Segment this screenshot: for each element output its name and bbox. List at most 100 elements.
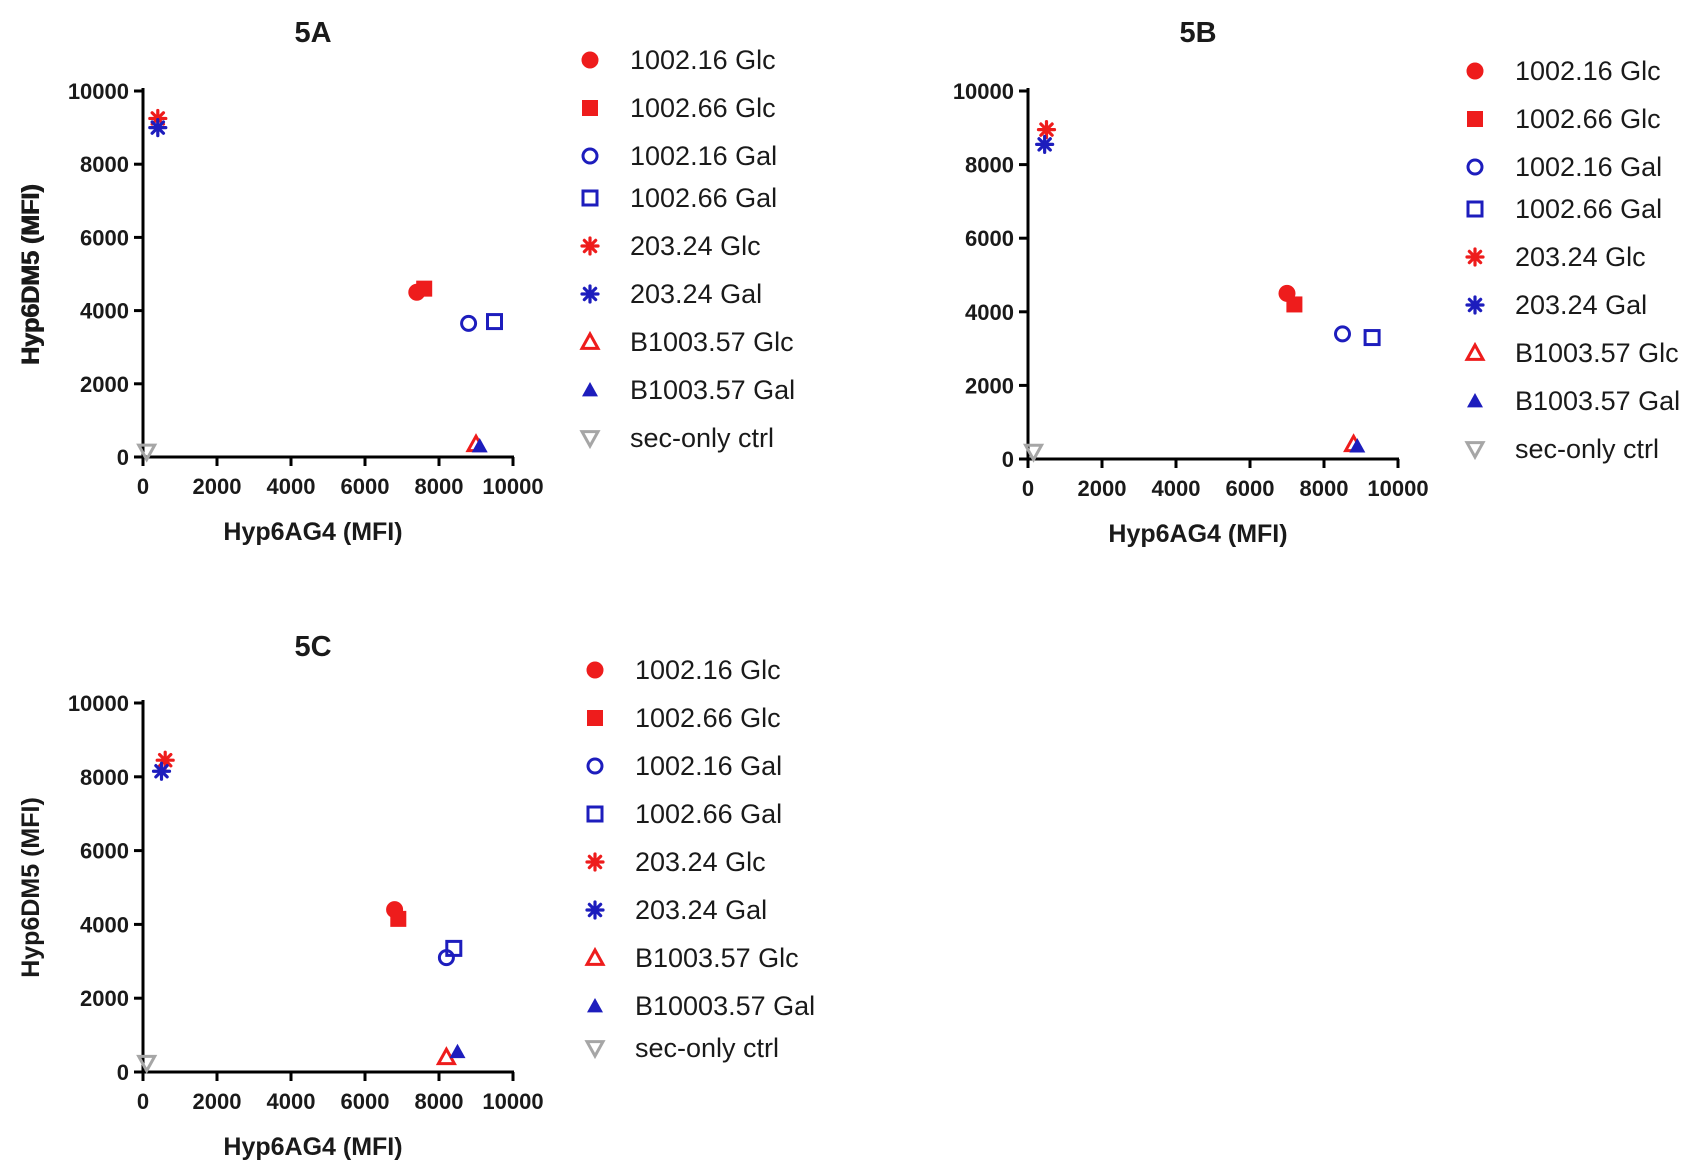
legend-marker-b1003-57-gal xyxy=(1467,393,1483,408)
legend-label-1002-16-glc: 1002.16 Glc xyxy=(635,655,781,685)
legend-label-sec-only-ctrl: sec-only ctrl xyxy=(1515,434,1659,464)
data-point-203-24-gal xyxy=(148,117,168,138)
legend-marker-1002-16-gal xyxy=(581,147,599,165)
x-tick-label: 8000 xyxy=(1300,476,1349,501)
legend-label-1002-66-gal: 1002.66 Gal xyxy=(630,183,777,213)
data-point-1002-66-glc xyxy=(1286,296,1303,313)
legend-label-1002-16-glc: 1002.16 Glc xyxy=(1515,56,1661,86)
legend-marker-b1003-57-glc xyxy=(1464,341,1486,361)
legend-marker-b1003-57-glc xyxy=(584,946,606,966)
y-tick-label: 8000 xyxy=(80,765,129,790)
legend: 1002.16 Glc 1002.66 Glc 1002.16 Gal 1002.66… xyxy=(584,655,815,1063)
legend-marker-203-24-glc xyxy=(1465,247,1485,267)
legend-label-b10003-57-gal: B10003.57 Gal xyxy=(635,991,815,1021)
legend-marker-203-24-glc xyxy=(585,852,605,872)
legend-label-b1003-57-glc: B1003.57 Glc xyxy=(635,943,799,973)
y-tick-label: 4000 xyxy=(80,299,129,324)
legend-label-b1003-57-glc: B1003.57 Glc xyxy=(1515,338,1679,368)
legend-marker-sec-only-ctrl xyxy=(579,430,601,450)
legend-marker-1002-66-gal xyxy=(586,805,604,823)
data-point-b1003-57-glc xyxy=(435,1046,457,1066)
legend-marker-1002-16-gal xyxy=(586,757,604,775)
x-tick-label: 8000 xyxy=(415,474,464,499)
chart-title: 5B xyxy=(1179,17,1216,49)
legend-label-1002-66-gal: 1002.66 Gal xyxy=(635,799,782,829)
x-tick-label: 2000 xyxy=(1078,476,1127,501)
y-tick-label: 0 xyxy=(117,1060,129,1085)
legend-label-203-24-glc: 203.24 Glc xyxy=(630,231,761,261)
y-tick-label: 10000 xyxy=(68,79,129,104)
y-tick-label: 2000 xyxy=(80,986,129,1011)
x-axis-label: Hyp6AG4 (MFI) xyxy=(1108,520,1287,548)
y-tick-label: 6000 xyxy=(965,226,1014,251)
y-tick-label: 4000 xyxy=(80,912,129,937)
data-point-1002-66-gal xyxy=(445,939,463,957)
data-point-sec-only-ctrl xyxy=(136,443,158,463)
legend-marker-1002-16-gal xyxy=(1466,158,1484,176)
legend-marker-1002-66-gal xyxy=(581,189,599,207)
x-tick-label: 0 xyxy=(137,1089,149,1114)
legend-label-sec-only-ctrl: sec-only ctrl xyxy=(635,1033,779,1063)
legend-label-1002-16-gal: 1002.16 Gal xyxy=(1515,152,1662,182)
x-tick-label: 0 xyxy=(137,474,149,499)
legend-marker-1002-66-glc xyxy=(587,710,603,726)
chart-panel-5c: 5C 0 2000 4000 6000 8000 10000 0 2000 4000 6000 800… xyxy=(17,631,815,1161)
y-axis-label: Hyp6DM5 (MFI) xyxy=(17,185,45,366)
x-tick-label: 10000 xyxy=(482,474,543,499)
y-tick-label: 2000 xyxy=(80,372,129,397)
y-tick-label: 6000 xyxy=(80,225,129,250)
x-tick-label: 4000 xyxy=(267,474,316,499)
chart-panel-5b: 5B 0 2000 4000 6000 8000 10000 0 2000 4000 6000 800… xyxy=(17,17,1680,548)
data-point-1002-66-gal xyxy=(1363,329,1381,347)
y-axis-label: Hyp6DM5 (MFI) xyxy=(17,797,45,978)
legend-marker-1002-66-glc xyxy=(582,100,598,116)
x-tick-label: 10000 xyxy=(1367,476,1428,501)
x-tick-label: 8000 xyxy=(415,1089,464,1114)
legend-marker-b1003-57-glc xyxy=(579,330,601,350)
y-tick-label: 8000 xyxy=(965,153,1014,178)
legend-marker-b1003-57-gal xyxy=(582,382,598,397)
data-point-1002-66-glc xyxy=(390,910,407,927)
legend-label-203-24-gal: 203.24 Gal xyxy=(630,279,762,309)
legend-marker-203-24-gal xyxy=(580,284,600,304)
legend-marker-203-24-gal xyxy=(585,900,605,920)
x-tick-label: 2000 xyxy=(193,474,242,499)
data-point-203-24-gal xyxy=(1035,134,1055,154)
x-tick-label: 0 xyxy=(1022,476,1034,501)
legend-marker-sec-only-ctrl xyxy=(584,1040,606,1060)
legend-marker-1002-16-glc xyxy=(586,661,604,679)
x-tick-label: 4000 xyxy=(1152,476,1201,501)
legend-marker-203-24-gal xyxy=(1465,295,1485,315)
legend-label-1002-66-gal: 1002.66 Gal xyxy=(1515,194,1662,224)
legend-marker-1002-66-glc xyxy=(1467,111,1483,127)
legend-label-203-24-glc: 203.24 Glc xyxy=(635,847,766,877)
y-tick-label: 0 xyxy=(1002,447,1014,472)
x-axis-label: Hyp6AG4 (MFI) xyxy=(223,1133,402,1161)
legend-label-203-24-gal: 203.24 Gal xyxy=(1515,290,1647,320)
x-tick-label: 6000 xyxy=(1226,476,1275,501)
x-tick-label: 2000 xyxy=(193,1089,242,1114)
legend-label-sec-only-ctrl: sec-only ctrl xyxy=(630,423,774,453)
chart-panel-5a: 5A 0 2000 4000 6000 8000 10000 0 2000 4000 6000 800… xyxy=(17,17,795,546)
data-point-sec-only-ctrl xyxy=(136,1054,158,1074)
y-tick-label: 0 xyxy=(117,445,129,470)
data-point-b1003-57-gal xyxy=(1349,438,1366,453)
legend-marker-1002-16-glc xyxy=(581,51,599,69)
y-tick-label: 6000 xyxy=(80,839,129,864)
legend-label-1002-66-glc: 1002.66 Glc xyxy=(635,703,781,733)
legend: 1002.16 Glc 1002.66 Glc 1002.16 Gal 1002.66… xyxy=(579,45,795,453)
y-tick-label: 8000 xyxy=(80,152,129,177)
x-tick-label: 6000 xyxy=(341,1089,390,1114)
legend-marker-1002-66-gal xyxy=(1466,200,1484,218)
chart-title: 5A xyxy=(294,17,331,49)
legend-marker-203-24-glc xyxy=(580,236,600,256)
data-point-203-24-glc xyxy=(1036,120,1057,140)
legend-label-1002-16-gal: 1002.16 Gal xyxy=(635,751,782,781)
legend-marker-sec-only-ctrl xyxy=(1464,441,1486,461)
y-tick-label: 10000 xyxy=(68,691,129,716)
legend-marker-b10003-57-gal xyxy=(587,998,603,1013)
data-point-1002-66-gal xyxy=(486,313,503,331)
legend-label-b1003-57-gal: B1003.57 Gal xyxy=(1515,386,1680,416)
chart-title: 5C xyxy=(294,631,331,663)
